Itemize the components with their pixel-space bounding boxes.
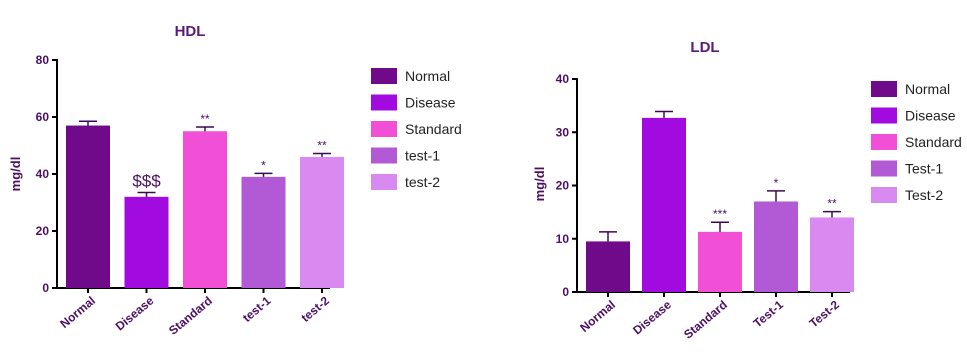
ldl-bar — [642, 117, 686, 292]
ldl-category-label: Test-1 — [751, 297, 787, 330]
ldl-bar — [754, 201, 798, 292]
hdl-category-label: test-1 — [240, 293, 274, 325]
ldl-legend-swatch — [871, 134, 897, 150]
ldl-plot-area: 0 10 20 30 40 Normal Disease *** Standard * Test-1… — [556, 72, 854, 342]
ldl-bar — [698, 231, 742, 292]
ldl-y-tick-label: 10 — [556, 232, 570, 246]
hdl-legend-label: Normal — [405, 68, 450, 84]
hdl-legend-swatch — [371, 147, 397, 164]
hdl-bar — [66, 125, 110, 288]
hdl-legend-label: Standard — [405, 121, 462, 137]
ldl-significance-label: *** — [713, 207, 727, 221]
ldl-category-label: Standard — [681, 298, 730, 342]
hdl-category-label: test-2 — [298, 293, 332, 325]
ldl-legend: Normal Disease Standard Test-1 Test-2 — [871, 81, 962, 203]
hdl-y-tick-label: 80 — [36, 53, 50, 67]
hdl-bar — [241, 176, 286, 288]
hdl-bar — [124, 196, 169, 288]
ldl-bar — [810, 217, 854, 292]
ldl-significance-label: * — [774, 176, 779, 190]
ldl-title: LDL — [690, 39, 719, 56]
ldl-category-label: Test-2 — [807, 297, 843, 330]
hdl-category-label: Normal — [57, 294, 98, 331]
hdl-significance-label: * — [261, 158, 266, 172]
hdl-y-axis-label: mg/dl — [8, 157, 23, 192]
ldl-y-tick-label: 0 — [562, 285, 569, 299]
hdl-category-label: Disease — [113, 293, 157, 333]
ldl-y-tick-label: 40 — [556, 72, 570, 86]
ldl-legend-swatch — [871, 107, 897, 124]
ldl-bar — [586, 241, 630, 292]
ldl-legend-swatch — [871, 160, 897, 177]
ldl-legend-label: Disease — [905, 108, 956, 124]
hdl-plot-area: 0 20 40 60 80 Normal $$$ Disease ** Standard * test… — [36, 53, 344, 338]
hdl-y-tick-label: 40 — [36, 167, 50, 181]
hdl-significance-label: $$$ — [132, 172, 161, 191]
ldl-legend-swatch — [871, 81, 897, 97]
hdl-bar — [300, 156, 344, 288]
ldl-category-label: Normal — [577, 298, 618, 335]
ldl-legend-label: Normal — [905, 81, 950, 97]
ldl-significance-label: ** — [827, 197, 837, 211]
hdl-bar — [183, 131, 227, 288]
hdl-title: HDL — [175, 23, 206, 40]
hdl-legend: Normal Disease Standard test-1 test-2 — [371, 68, 462, 190]
hdl-legend-swatch — [371, 94, 397, 111]
hdl-y-tick-label: 20 — [36, 224, 50, 238]
ldl-y-tick-label: 20 — [556, 179, 570, 193]
hdl-legend-swatch — [371, 174, 397, 190]
ldl-legend-label: Test-1 — [905, 161, 943, 177]
hdl-legend-swatch — [371, 121, 397, 137]
hdl-legend-label: test-1 — [405, 148, 440, 164]
hdl-chart: HDL mg/dl 0 20 40 60 80 Normal $$$ Disease ** Sta… — [8, 23, 462, 338]
ldl-y-tick-label: 30 — [556, 125, 570, 139]
hdl-legend-label: test-2 — [405, 174, 440, 190]
ldl-y-axis-label: mg/dl — [532, 167, 547, 202]
hdl-y-tick-label: 60 — [36, 110, 50, 124]
ldl-legend-label: Test-2 — [905, 187, 943, 203]
ldl-legend-swatch — [871, 187, 897, 203]
hdl-category-label: Standard — [166, 294, 215, 338]
ldl-legend-label: Standard — [905, 134, 962, 150]
hdl-legend-label: Disease — [405, 95, 456, 111]
hdl-significance-label: ** — [317, 138, 327, 152]
hdl-significance-label: ** — [200, 112, 210, 126]
hdl-legend-swatch — [371, 68, 397, 84]
hdl-y-tick-label: 0 — [42, 281, 49, 295]
ldl-category-label: Disease — [630, 297, 674, 337]
